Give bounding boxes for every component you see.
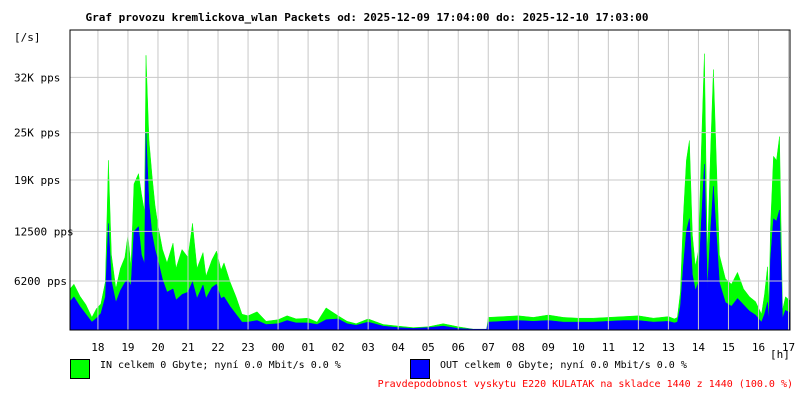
y-tick-label: 32K pps: [14, 71, 60, 84]
x-tick-label: 04: [392, 341, 406, 354]
x-tick-label: 12: [632, 341, 645, 354]
x-tick-label: 14: [692, 341, 706, 354]
x-tick-label: 13: [662, 341, 675, 354]
x-tick-label: 19: [121, 341, 134, 354]
x-tick-label: 06: [452, 341, 465, 354]
x-tick-label: 23: [241, 341, 254, 354]
x-tick-label: 11: [602, 341, 615, 354]
x-tick-label: 10: [572, 341, 585, 354]
y-tick-label: 6200 pps: [14, 275, 67, 288]
x-tick-label: 16: [752, 341, 765, 354]
y-tick-label: 12500 pps: [14, 225, 74, 238]
x-tick-label: 18: [91, 341, 104, 354]
x-tick-label: 05: [422, 341, 435, 354]
y-unit-label: [/s]: [14, 31, 41, 44]
chart-title: Graf provozu kremlickova_wlan Packets od…: [85, 11, 649, 24]
y-tick-label: 19K pps: [14, 174, 60, 187]
x-tick-label: 00: [271, 341, 284, 354]
legend-label-in: IN celkem 0 Gbyte; nyní 0.0 Mbit/s 0.0 %: [100, 360, 341, 371]
legend-swatch-out: [410, 359, 430, 379]
legend-label-out: OUT celkem 0 Gbyte; nyní 0.0 Mbit/s 0.0 …: [440, 360, 687, 371]
x-tick-label: 02: [331, 341, 344, 354]
x-tick-label: 17: [782, 341, 795, 354]
x-tick-label: 22: [211, 341, 224, 354]
y-tick-label: 25K pps: [14, 127, 60, 140]
legend-swatch-in: [70, 359, 90, 379]
x-tick-label: 15: [722, 341, 735, 354]
footer-note: Pravdepodobnost vyskytu E220 KULATAK na …: [377, 379, 793, 390]
x-tick-label: 20: [151, 341, 164, 354]
x-tick-label: 09: [542, 341, 555, 354]
x-tick-label: 01: [301, 341, 314, 354]
plot-frame: [69, 29, 791, 331]
x-tick-label: 21: [181, 341, 194, 354]
x-tick-label: 07: [482, 341, 495, 354]
x-tick-label: 03: [362, 341, 375, 354]
x-tick-label: 08: [512, 341, 525, 354]
x-unit-label: [h]: [770, 348, 790, 361]
